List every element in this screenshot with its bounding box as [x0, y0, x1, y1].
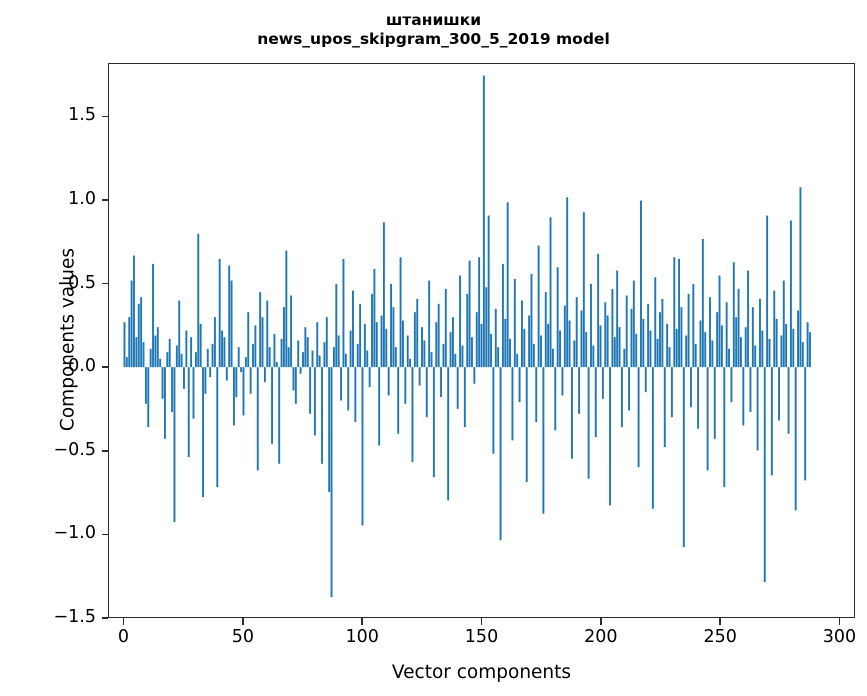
y-tick-label: 1.5 [68, 105, 96, 126]
y-tick-label: 1.0 [68, 189, 96, 210]
x-tick-label: 150 [464, 627, 499, 647]
x-tick-label: 300 [822, 627, 857, 647]
x-tick-mark [361, 618, 363, 625]
x-tick-mark [838, 618, 841, 625]
y-tick-mark [101, 617, 108, 619]
x-tick-label: 50 [231, 627, 254, 647]
x-tick-label: 0 [117, 627, 130, 647]
y-tick-label: −1.0 [53, 523, 97, 544]
y-tick-label: −1.5 [53, 607, 97, 627]
chart-title-line-2: news_upos_skipgram_300_5_2019 model [257, 30, 610, 48]
y-tick-label: 0.0 [68, 356, 96, 377]
y-tick-label: 0.5 [68, 272, 96, 293]
bar-series-canvas [123, 75, 811, 598]
x-tick-mark [719, 618, 721, 625]
y-axis-label: Components values [57, 247, 79, 431]
x-tick-mark [122, 618, 125, 625]
y-tick-mark [101, 366, 108, 368]
x-tick-mark [600, 618, 602, 625]
chart-title: штанишки news_upos_skipgram_300_5_2019 m… [0, 11, 867, 49]
y-tick-label: −0.5 [53, 439, 97, 460]
chart-title-line-1: штанишки [385, 11, 482, 29]
plot-area [108, 63, 855, 618]
y-tick-mark [101, 282, 108, 285]
y-tick-mark [101, 199, 108, 201]
x-tick-mark [480, 618, 483, 625]
x-axis-label: Vector components [391, 662, 572, 683]
x-tick-label: 100 [345, 627, 379, 647]
x-tick-label: 250 [703, 627, 737, 647]
x-tick-label: 200 [584, 627, 618, 647]
y-tick-mark [101, 533, 108, 536]
y-tick-mark [101, 450, 108, 452]
x-tick-mark [242, 618, 244, 625]
y-tick-mark [101, 115, 108, 118]
